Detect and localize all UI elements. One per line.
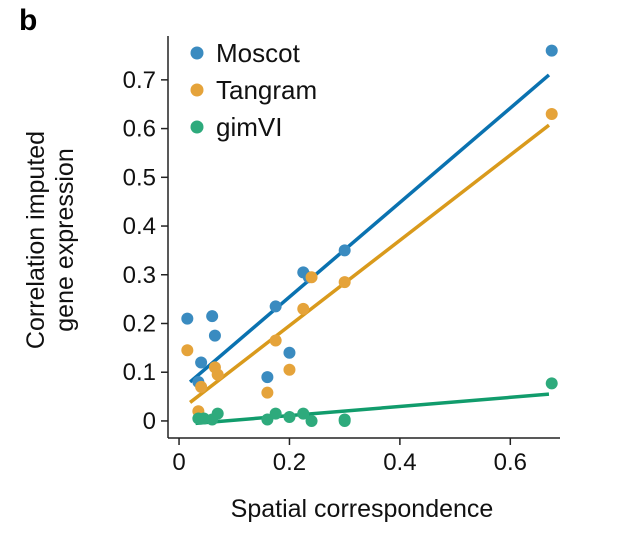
point-tangram bbox=[297, 302, 310, 315]
legend-marker-gimvi bbox=[190, 120, 204, 134]
y-tick-label: 0.4 bbox=[123, 213, 156, 240]
legend-label-gimvi: gimVI bbox=[216, 112, 282, 142]
point-moscot bbox=[206, 310, 219, 323]
point-moscot bbox=[261, 371, 274, 384]
point-tangram bbox=[283, 363, 296, 376]
y-axis-title-line-1: Correlation imputed bbox=[22, 131, 50, 349]
legend-label-tangram: Tangram bbox=[216, 75, 317, 105]
y-tick-label: 0.2 bbox=[123, 310, 156, 337]
point-moscot bbox=[283, 346, 296, 359]
y-axis-title-line-2: gene expression bbox=[51, 148, 79, 331]
axes: 0 0.1 0.2 0.3 0.4 0.5 0.6 0.7 0 0.2 0.4 0.6 bbox=[123, 36, 560, 476]
y-tick-label: 0 bbox=[143, 408, 156, 435]
y-tick-label: 0.3 bbox=[123, 262, 156, 289]
legend-marker-tangram bbox=[190, 83, 204, 97]
y-tick-label: 0.7 bbox=[123, 67, 156, 94]
x-tick-label: 0.2 bbox=[273, 449, 306, 476]
legend-label-moscot: Moscot bbox=[216, 38, 301, 68]
data-points bbox=[181, 44, 558, 427]
point-moscot bbox=[545, 44, 558, 57]
point-tangram bbox=[211, 368, 224, 381]
x-tick-label: 0.6 bbox=[494, 449, 527, 476]
point-moscot bbox=[181, 312, 194, 325]
point-moscot bbox=[338, 244, 351, 257]
point-tangram bbox=[195, 380, 208, 393]
fit-line-gimvi bbox=[195, 392, 550, 426]
y-tick-label: 0.5 bbox=[123, 164, 156, 191]
point-gimvi bbox=[283, 411, 296, 424]
y-tick-label: 0.1 bbox=[123, 359, 156, 386]
fit-line-tangram bbox=[189, 123, 551, 404]
legend: Moscot Tangram gimVI bbox=[190, 38, 317, 142]
point-gimvi bbox=[297, 407, 310, 420]
point-tangram bbox=[181, 344, 194, 357]
y-tick-label: 0.6 bbox=[123, 116, 156, 143]
x-tick-label: 0.4 bbox=[383, 449, 416, 476]
point-tangram bbox=[545, 107, 558, 120]
point-gimvi bbox=[305, 414, 318, 427]
point-moscot bbox=[269, 300, 282, 313]
point-tangram bbox=[261, 386, 274, 399]
legend-marker-moscot bbox=[190, 46, 204, 60]
point-gimvi bbox=[338, 413, 351, 426]
x-tick-label: 0 bbox=[172, 449, 185, 476]
panel-label: b bbox=[19, 4, 37, 37]
point-gimvi bbox=[545, 377, 558, 390]
point-gimvi bbox=[261, 413, 274, 426]
point-tangram bbox=[269, 334, 282, 347]
fit-lines bbox=[188, 73, 551, 426]
point-gimvi bbox=[269, 407, 282, 420]
x-axis-title: Spatial correspondence bbox=[231, 495, 494, 523]
y-axis-title: Correlation imputed gene expression bbox=[22, 131, 79, 349]
point-gimvi bbox=[211, 407, 224, 420]
point-tangram bbox=[305, 271, 318, 284]
point-tangram bbox=[338, 276, 351, 289]
point-moscot bbox=[195, 356, 208, 369]
fit-line-moscot bbox=[188, 73, 551, 384]
point-moscot bbox=[208, 329, 221, 342]
